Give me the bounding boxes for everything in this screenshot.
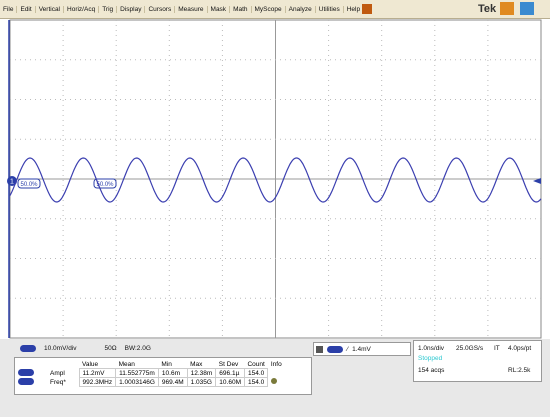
header-row: Value Mean Min Max St Dev Count Info: [15, 361, 285, 369]
waveform: [9, 157, 542, 203]
acq-count: 154 acqs: [418, 367, 445, 374]
measurement-cell: 1.0003146G: [115, 377, 159, 387]
measurement-panel: Value Mean Min Max St Dev Count Info Ampl 11.2m…: [14, 357, 312, 395]
measurement-name: Freq*: [50, 378, 66, 386]
ref-label-box: [17, 178, 41, 189]
record-length: RL:2.5k: [508, 367, 531, 374]
channel-badge[interactable]: [20, 345, 36, 352]
menu-item[interactable]: Math: [230, 5, 252, 13]
measurement-cell: 11.2mV: [78, 368, 117, 378]
measurement-cell: 992.3MHz: [78, 377, 117, 387]
measurement-table: Value Mean Min Max St Dev Count Info Ampl 11.2m…: [15, 361, 285, 387]
column-header: Mean: [118, 361, 135, 368]
badge-cell: [15, 368, 47, 378]
measurement-cell: 969.4M: [157, 377, 188, 387]
measurement-cell: 12.38m: [186, 368, 217, 378]
menu-item[interactable]: Cursors: [145, 5, 176, 13]
menu-item[interactable]: Horiz/Acq: [64, 5, 100, 13]
menu-item[interactable]: Edit: [17, 5, 36, 13]
channel-badge[interactable]: [18, 377, 34, 385]
bandwidth: BW:2.0G: [124, 345, 151, 352]
acq-mode: IT: [494, 345, 500, 352]
menu-item[interactable]: Analyze: [286, 5, 316, 13]
menu-item[interactable]: Vertical: [36, 5, 65, 13]
menu-button[interactable]: [362, 4, 372, 14]
time-scale: 1.0ns/div: [418, 345, 445, 352]
measurement-cell: 10.60M: [215, 377, 245, 387]
menu-item[interactable]: Display: [117, 5, 146, 13]
minimize-button[interactable]: [500, 2, 514, 15]
measurement-cell: 11.552775m: [115, 368, 159, 378]
trigger-readout[interactable]: ∕ 1.4mV: [313, 342, 411, 356]
trigger-icon: [316, 345, 323, 353]
sample-rate: 25.0GS/s: [456, 345, 484, 352]
ref-label: 50.0%: [20, 182, 38, 188]
menu-item[interactable]: Utilities: [316, 5, 344, 13]
trigger-marker: [533, 178, 541, 184]
trigger-badge: [327, 345, 343, 353]
close-button[interactable]: [520, 2, 534, 15]
acq-status: Stopped: [418, 355, 443, 362]
column-header: Count: [247, 361, 265, 368]
menu-item[interactable]: Trig: [99, 5, 118, 13]
channel-marker-label: 1: [10, 179, 14, 186]
info-cell: [268, 378, 285, 387]
menu-item[interactable]: Measure: [175, 5, 208, 13]
measurement-cell: 10.6m: [157, 368, 188, 378]
column-header: Value: [82, 361, 99, 368]
menu-item[interactable]: File: [0, 5, 18, 13]
channel-badge[interactable]: [18, 368, 34, 376]
measurement-row: Freq* 992.3MHz 1.0003146G 969.4M 1.035G 10.60…: [15, 377, 285, 387]
measurement-cell: 154.0: [243, 368, 269, 378]
column-header: Info: [270, 361, 282, 369]
waveform-display: 1 50.0% 50.0%: [7, 19, 542, 339]
info-icon: [271, 378, 278, 384]
resolution: 4.0ps/pt: [508, 345, 532, 352]
channel-marker: [7, 176, 17, 186]
column-header: St Dev: [218, 361, 239, 368]
measurement-row: Ampl 11.2mV 11.552775m 10.6m 12.38m 696.1µ 154…: [15, 368, 285, 378]
info-cell: [268, 369, 285, 378]
measurement-cell: 154.0: [243, 377, 269, 387]
badge-cell: [15, 377, 47, 387]
channel-readout: 10.0mV/div 50Ω BW:2.0G: [20, 345, 151, 352]
impedance: 50Ω: [104, 345, 117, 352]
measurement-name: Ampl: [50, 369, 65, 377]
measurement-cell: 696.1µ: [215, 368, 245, 378]
trigger-level: 1.4mV: [352, 345, 371, 353]
trigger-slope: ∕: [347, 345, 349, 353]
menu-item[interactable]: MyScope: [252, 5, 286, 13]
column-header: Max: [190, 361, 203, 368]
menu-bar: File Edit Vertical Horiz/Acq Trig Display Curs…: [0, 0, 550, 19]
measurement-cell: 1.035G: [186, 377, 217, 387]
horizontal-readout[interactable]: 1.0ns/div 25.0GS/s IT 4.0ps/pt Stopped 1…: [413, 340, 542, 382]
vertical-scale: 10.0mV/div: [44, 345, 77, 352]
menu-item[interactable]: Mask: [208, 5, 231, 13]
ref-label: 50.0%: [96, 182, 114, 188]
brand: Tek: [478, 3, 497, 15]
column-header: Min: [161, 361, 172, 368]
status-panel: 10.0mV/div 50Ω BW:2.0G ∕ 1.4mV 1.0ns/div…: [0, 339, 550, 417]
